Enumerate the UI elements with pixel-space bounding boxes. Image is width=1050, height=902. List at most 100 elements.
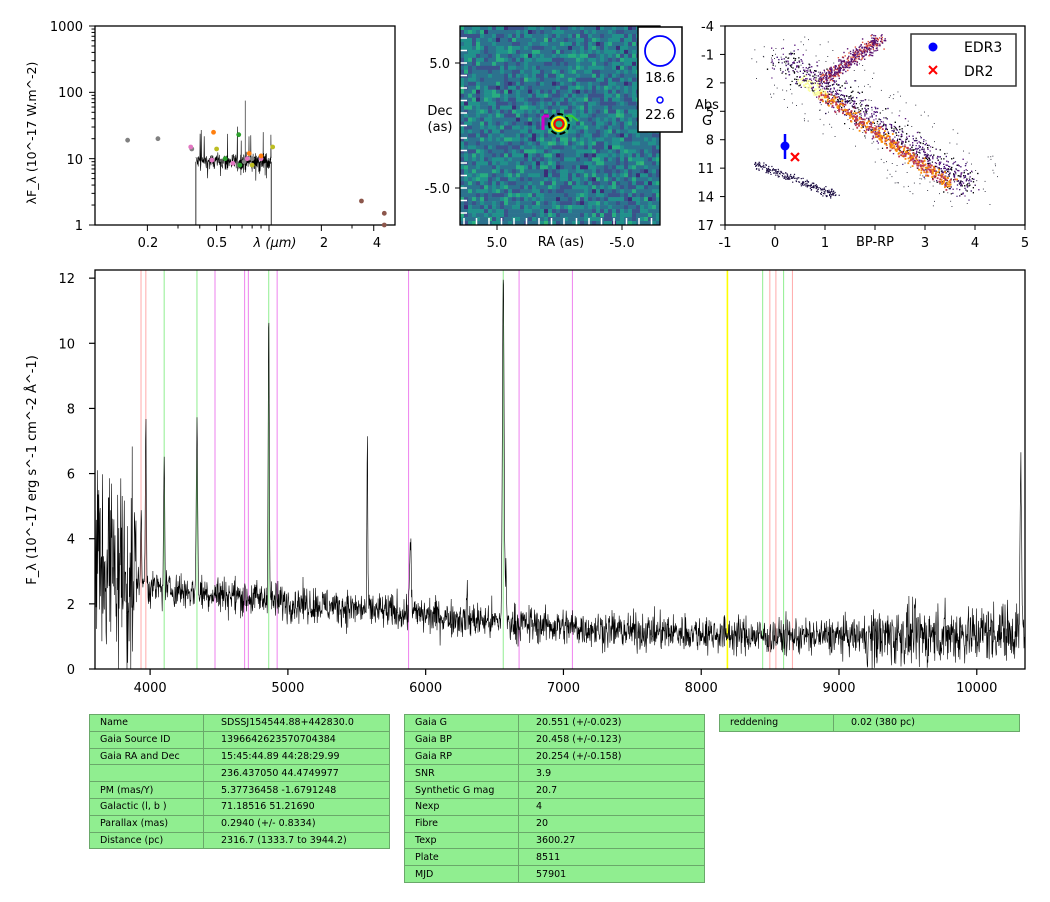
info-row: reddening 0.02 (380 pc) — [719, 714, 1020, 732]
info-value: 0.02 (380 pc) — [833, 714, 1020, 732]
info-label: Plate — [404, 848, 519, 867]
sed-data-point — [209, 157, 215, 163]
edr3-point — [780, 141, 790, 151]
info-value: 5.37736458 -1.6791248 — [203, 781, 390, 799]
image-xtick-minus5: -5.0 — [609, 236, 634, 251]
info-value: 3600.27 — [518, 831, 705, 850]
sed-data-point — [155, 136, 161, 142]
spectrum-ytick-label: 2 — [67, 598, 75, 613]
info-value: 20.7 — [518, 781, 705, 799]
hr-ytick-label: 11 — [697, 162, 714, 177]
spectrum-ytick-label: 10 — [58, 337, 75, 352]
magnitude-legend — [637, 26, 683, 133]
hr-ytick-label: 17 — [697, 219, 714, 234]
spectrum-ytick-label: 8 — [67, 402, 75, 417]
info-label: Gaia RP — [404, 747, 519, 766]
info-row: Galactic (l, b ) 71.18516 51.21690 — [89, 797, 390, 816]
green-marker — [566, 115, 579, 122]
spectrum-xtick-label: 5000 — [271, 681, 304, 696]
sed-frame — [94, 25, 396, 226]
spectrum-ytick-label: 6 — [67, 468, 75, 483]
info-value: 8511 — [518, 848, 705, 867]
sed-data-point — [244, 156, 250, 162]
info-row: Nexp 4 — [404, 797, 705, 816]
info-row: Fibre 20 — [404, 814, 705, 833]
sed-data-point — [211, 129, 216, 135]
sed-ytick-10: 10 — [66, 153, 83, 168]
spectrum-xtick-label: 7000 — [547, 681, 580, 696]
info-value: 20.458 (+/-0.123) — [518, 730, 705, 749]
hr-ytick-label: 5 — [706, 105, 714, 120]
sed-data-point — [237, 162, 243, 168]
target-ring-red — [553, 118, 565, 130]
info-row: Parallax (mas) 0.2940 (+/- 0.8334) — [89, 814, 390, 833]
info-label: Parallax (mas) — [89, 814, 204, 833]
hr-density-cloud — [751, 34, 998, 207]
legend-mag-faint: 22.6 — [645, 107, 675, 123]
image-xlabel: RA (as) — [538, 235, 584, 250]
info-value: 20.254 (+/-0.158) — [518, 747, 705, 766]
spectrum-xtick-label: 8000 — [685, 681, 718, 696]
legend-edr3-label: EDR3 — [964, 40, 1002, 56]
spectrum-ytick-label: 0 — [67, 663, 75, 678]
hr-ytick-label: -4 — [701, 20, 714, 35]
spectral-line-markers — [140, 270, 793, 669]
legend-mag-bright: 18.6 — [645, 70, 675, 86]
hr-xtick-label: 3 — [921, 236, 929, 251]
legend-ring-large — [644, 35, 676, 67]
info-value: 4 — [518, 797, 705, 816]
image-ylabel-dec: Dec — [427, 104, 452, 119]
info-label: MJD — [404, 865, 519, 883]
info-row: Gaia BP 20.458 (+/-0.123) — [404, 730, 705, 749]
info-row: Gaia G 20.551 (+/-0.023) — [404, 714, 705, 732]
hr-ytick-label: -1 — [701, 48, 714, 63]
info-value: 71.18516 51.21690 — [203, 797, 390, 816]
info-row: Gaia RP 20.254 (+/-0.158) — [404, 747, 705, 766]
info-label: Gaia BP — [404, 730, 519, 749]
hr-ylabel-abs: Abs — [695, 98, 719, 113]
image-ytick-minus5: -5.0 — [425, 182, 450, 197]
info-label: Gaia G — [404, 714, 519, 732]
info-label: Distance (pc) — [89, 831, 204, 850]
info-label: Galactic (l, b ) — [89, 797, 204, 816]
info-value: 2316.7 (1333.7 to 3944.2) — [203, 831, 390, 850]
sed-data-point — [359, 198, 364, 204]
hr-ytick-label: 2 — [706, 77, 714, 92]
hr-xlabel: BP-RP — [856, 235, 894, 250]
info-value: 3.9 — [518, 764, 705, 783]
spectrum-plot: 4000 5000 6000 7000 8000 9000 10000 0 2 4 6 8 10 12 F… — [24, 269, 1026, 696]
sed-data-point — [270, 144, 276, 150]
sed-spectrum-line — [195, 126, 272, 181]
spectrum-xtick-label: 9000 — [822, 681, 855, 696]
image-ytick-5: 5.0 — [429, 57, 450, 72]
info-row: Plate 8511 — [404, 848, 705, 867]
image-frame — [459, 25, 661, 226]
sed-data-point — [188, 144, 194, 150]
sed-data-point — [246, 151, 252, 156]
info-row: Name SDSSJ154544.88+442830.0 — [89, 714, 390, 732]
info-row: 236.437050 44.4749977 — [89, 764, 390, 783]
hr-xtick-label: 5 — [1021, 236, 1029, 251]
image-pixels — [460, 26, 661, 226]
info-label: Name — [89, 714, 204, 732]
hr-xtick-label: -1 — [719, 236, 732, 251]
spectrum-frame — [94, 269, 1026, 670]
spectrum-xtick-label: 6000 — [409, 681, 442, 696]
info-label: Fibre — [404, 814, 519, 833]
info-value: 57901 — [518, 865, 705, 883]
sed-data-point — [214, 146, 220, 152]
spectrum-xtick-label: 4000 — [134, 681, 167, 696]
spectrum-xtick-label: 10000 — [956, 681, 997, 696]
spectrum-ytick-label: 12 — [58, 272, 75, 287]
info-value: SDSSJ154544.88+442830.0 — [203, 714, 390, 732]
info-row: Gaia Source ID 1396642623570704384 — [89, 730, 390, 749]
sed-xlabel: λ (μm) — [253, 236, 297, 251]
sed-data-point — [258, 153, 264, 159]
info-value: 15:45:44.89 44:28:29.99 — [203, 747, 390, 766]
hr-diagram: -4 -1 2 5 8 11 14 17 -1 0 1 3 4 5 EDR3 DR2 Abs G BP-R… — [695, 20, 1029, 251]
info-value: 20.551 (+/-0.023) — [518, 714, 705, 732]
hr-ytick-label: 14 — [697, 191, 714, 206]
info-value: 1396642623570704384 — [203, 730, 390, 749]
info-value: 236.437050 44.4749977 — [203, 764, 390, 783]
hr-legend — [910, 33, 1017, 87]
